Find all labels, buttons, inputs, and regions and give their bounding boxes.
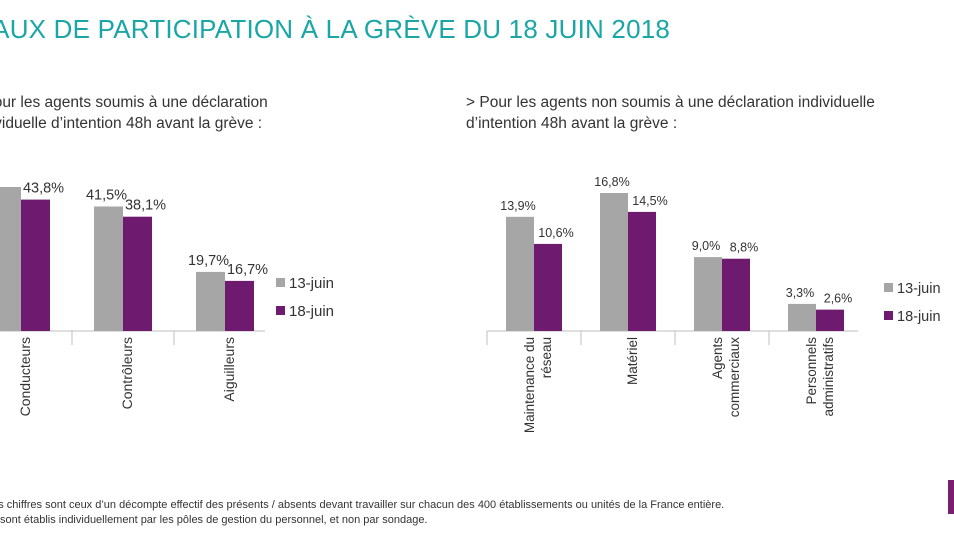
category-label: Conducteurs	[17, 337, 33, 416]
category-label-line: Aiguilleurs	[221, 337, 237, 402]
legend-swatch	[884, 311, 893, 320]
data-label: 19,7%	[188, 253, 229, 269]
bar-13-juin	[788, 303, 816, 331]
footnote-1: Les chiffres sont ceux d’un décompte eff…	[0, 499, 725, 511]
category-label-line: Agents	[710, 337, 725, 379]
legend-swatch	[276, 278, 285, 287]
legend-label: 13-juin	[289, 275, 334, 292]
data-label: 41,5%	[86, 188, 127, 204]
category-label-line: Maintenance du	[522, 337, 537, 433]
category-label-line: Contrôleurs	[119, 337, 135, 409]
category-label: Contrôleurs	[119, 337, 135, 409]
data-label: 38,1%	[125, 198, 166, 214]
legend-label: 13-juin	[897, 281, 941, 297]
data-label: 16,7%	[227, 262, 268, 278]
bar-18-juin	[722, 258, 750, 331]
category-label-line: commerciaux	[727, 337, 742, 418]
category-label-line: réseau	[539, 337, 554, 378]
data-label: 3,3%	[786, 286, 815, 300]
category-label: Aiguilleurs	[221, 337, 237, 402]
footnote-2: Ils sont établis individuellement par le…	[0, 514, 428, 526]
data-label: 8,8%	[730, 241, 759, 255]
category-label: Agents commerciaux	[710, 337, 742, 418]
bar-18-juin	[534, 243, 562, 331]
bar-13-juin	[94, 206, 123, 331]
bar-18-juin	[816, 309, 844, 331]
legend-swatch	[276, 306, 285, 315]
category-label-line: Personnels	[804, 337, 819, 405]
corner-accent	[948, 480, 954, 514]
bar-13-juin	[0, 187, 21, 331]
data-label: 13,9%	[500, 199, 535, 213]
right-chart-subtitle: > Pour les agents non soumis à une décla…	[466, 94, 875, 132]
legend-label: 18-juin	[897, 309, 941, 325]
legend-swatch	[884, 283, 893, 292]
bar-13-juin	[196, 271, 225, 331]
bar-18-juin	[123, 216, 152, 331]
data-label: 43,8%	[23, 181, 64, 197]
category-label-line: Matériel	[625, 337, 640, 385]
category-label-line: administratifs	[821, 337, 836, 417]
category-label: Personnels administratifs	[804, 337, 836, 417]
category-label-line: Conducteurs	[17, 337, 33, 416]
bar-18-juin	[21, 199, 50, 331]
legend-label: 18-juin	[289, 303, 334, 320]
bar-13-juin	[600, 193, 628, 331]
data-label: 10,6%	[538, 226, 573, 240]
bar-18-juin	[628, 211, 656, 331]
page-title: TAUX DE PARTICIPATION À LA GRÈVE DU 18 J…	[0, 14, 671, 44]
category-label: Maintenance du réseau	[522, 337, 554, 433]
category-label: Matériel	[625, 337, 640, 385]
left-chart-subtitle: > Pour les agents soumis à une déclarati…	[0, 94, 268, 132]
data-label: 9,0%	[692, 239, 721, 253]
bar-13-juin	[506, 216, 534, 331]
bar-18-juin	[225, 280, 254, 331]
data-label: 16,8%	[594, 175, 629, 189]
data-label: 2,6%	[824, 292, 853, 306]
bar-13-juin	[694, 257, 722, 331]
data-label: 14,5%	[632, 194, 667, 208]
